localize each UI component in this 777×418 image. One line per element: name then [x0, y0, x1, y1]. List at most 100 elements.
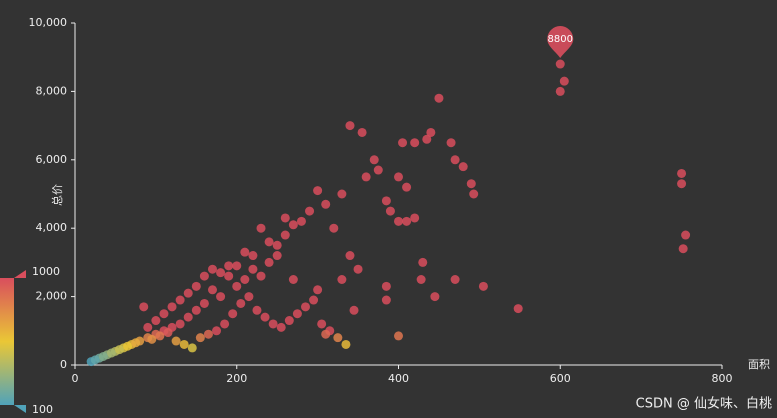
point [341, 339, 351, 349]
watermark: CSDN @ 仙女味、白桃 [636, 396, 772, 412]
point [422, 134, 432, 144]
x-tick-label: 0 [72, 372, 79, 385]
point [203, 329, 213, 339]
point [207, 285, 217, 295]
point [402, 216, 412, 226]
point [288, 220, 298, 230]
point [280, 230, 290, 240]
point [288, 275, 298, 284]
point [151, 316, 161, 326]
x-tick-label: 200 [226, 372, 247, 385]
x-tick-label: 800 [712, 372, 733, 385]
point [353, 264, 363, 274]
y-tick-label: 6,000 [36, 153, 68, 166]
point [175, 295, 185, 305]
point [280, 213, 290, 223]
point [369, 155, 379, 165]
y-tick-label: 2,000 [36, 290, 68, 303]
point [677, 168, 687, 178]
point [296, 216, 306, 226]
point [446, 138, 456, 148]
x-tick-label: 400 [388, 372, 409, 385]
point [106, 348, 116, 358]
point [450, 155, 460, 165]
point [171, 336, 181, 346]
y-tick-label: 0 [60, 358, 67, 371]
point [248, 264, 258, 274]
point [232, 261, 242, 271]
point [159, 309, 169, 319]
point [276, 322, 286, 332]
point [555, 59, 565, 69]
point [333, 333, 343, 343]
visual-map-bar [0, 278, 14, 405]
point [373, 165, 383, 175]
point [458, 162, 468, 172]
point [321, 329, 331, 339]
point [305, 206, 315, 216]
point [199, 298, 209, 308]
point [183, 312, 193, 322]
point [90, 355, 100, 365]
point [381, 196, 391, 206]
point [224, 271, 234, 281]
point [163, 328, 173, 338]
mark-point-pin [547, 26, 574, 59]
point [300, 302, 310, 312]
point [183, 288, 193, 298]
point [98, 351, 108, 361]
point [426, 127, 436, 137]
point [187, 343, 197, 353]
point [337, 189, 347, 199]
point [147, 334, 157, 344]
point [394, 216, 403, 226]
y-tick-label: 10,000 [29, 16, 68, 29]
point [478, 281, 488, 291]
point [175, 319, 185, 329]
point [244, 292, 254, 302]
point [143, 322, 153, 332]
x-axis-label: 面积 [748, 358, 770, 371]
point [357, 127, 367, 137]
point [361, 172, 371, 182]
point [394, 331, 403, 341]
point [313, 285, 323, 295]
y-tick-label: 4,000 [36, 221, 68, 234]
point [313, 186, 323, 196]
point [321, 199, 331, 209]
point [381, 281, 391, 291]
point [236, 298, 246, 308]
point [317, 319, 327, 329]
point [195, 333, 205, 343]
point [272, 240, 282, 250]
point [228, 309, 238, 319]
point [240, 275, 250, 284]
point [418, 257, 428, 267]
point [329, 223, 339, 233]
point [232, 281, 242, 291]
point [191, 305, 201, 315]
point [139, 302, 149, 312]
point [155, 331, 165, 341]
point [559, 76, 569, 86]
y-axis-label: 总价 [50, 184, 64, 206]
point [199, 271, 209, 281]
visual-map-max: 1000 [32, 265, 60, 278]
point [410, 213, 420, 223]
point [260, 312, 270, 322]
point [450, 275, 460, 284]
point [394, 172, 403, 182]
x-tick-label: 600 [550, 372, 571, 385]
visual-map-min: 100 [32, 403, 53, 416]
point [345, 121, 355, 131]
point [123, 341, 133, 351]
point [284, 316, 294, 326]
point [513, 304, 523, 314]
point [264, 257, 274, 267]
point [677, 179, 687, 189]
point [248, 251, 258, 261]
point [207, 264, 217, 274]
point [416, 275, 426, 284]
point [292, 309, 302, 319]
